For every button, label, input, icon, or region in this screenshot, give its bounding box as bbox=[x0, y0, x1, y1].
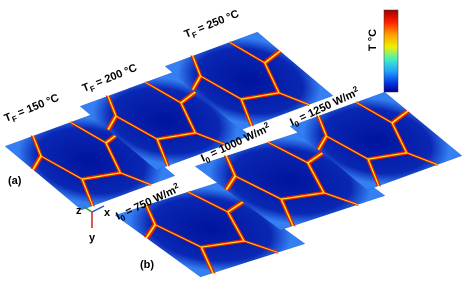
panel-a-label: (a) bbox=[8, 175, 22, 187]
label-symbol: T bbox=[3, 111, 14, 125]
colorbar-title: T °C bbox=[367, 29, 379, 51]
label-subscript: F bbox=[11, 114, 19, 124]
label-symbol: T bbox=[183, 27, 194, 41]
axis-triad: z x y bbox=[76, 205, 111, 244]
colorbar: T °C bbox=[367, 9, 399, 93]
label-subscript: F bbox=[89, 84, 97, 94]
label-superscript: 2 bbox=[262, 120, 270, 130]
label-text: = 200 °C bbox=[94, 62, 139, 89]
label-subscript: 0 bbox=[204, 155, 212, 165]
label-superscript: 2 bbox=[351, 84, 359, 94]
panel-b-label: (b) bbox=[140, 259, 154, 271]
axis-x: x bbox=[104, 207, 111, 219]
plate-label: TF= 250 °C bbox=[183, 8, 242, 43]
label-text: = 250 °C bbox=[196, 8, 241, 35]
label-subscript: 0 bbox=[293, 119, 301, 129]
label-symbol: I bbox=[114, 211, 122, 223]
label-symbol: I bbox=[288, 117, 296, 129]
label-text: = 150 °C bbox=[16, 92, 61, 119]
axis-y: y bbox=[89, 232, 96, 244]
label-symbol: T bbox=[81, 81, 92, 95]
plate-label: TF= 150 °C bbox=[3, 92, 62, 127]
label-symbol: I bbox=[199, 153, 207, 165]
label-subscript: F bbox=[191, 30, 199, 40]
axis-z: z bbox=[76, 205, 82, 217]
label-superscript: 2 bbox=[172, 181, 180, 191]
label-subscript: 0 bbox=[119, 213, 127, 223]
